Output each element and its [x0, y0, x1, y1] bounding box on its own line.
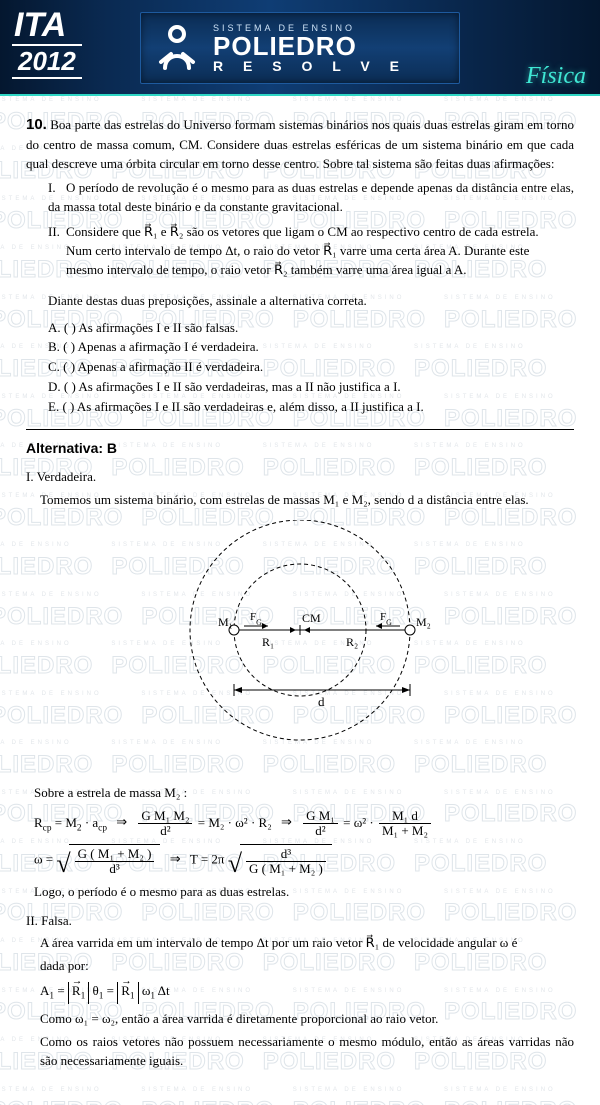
- sol-II-p3: Como os raios vetores não possuem necess…: [40, 1033, 574, 1071]
- svg-text:FG: FG: [250, 611, 262, 627]
- sol-II-head: II. Falsa.: [26, 912, 574, 931]
- sol-II-p1a: A área varrida em um intervalo de tempo …: [40, 934, 574, 953]
- eq-line-2: ω = √ G ( M₁ + M₂ )d³ ⇒ T = 2π √ d³G ( M…: [34, 844, 574, 877]
- statement-II-line3: mesmo intervalo de tempo, o raio vetor R…: [66, 261, 574, 280]
- svg-text:CM: CM: [302, 611, 321, 625]
- statement-II-line2: Num certo intervalo de tempo Δt, o raio …: [66, 242, 574, 261]
- alt-C: C. ( ) Apenas a afirmação II é verdadeir…: [48, 358, 574, 377]
- solution: I. Verdadeira. Tomemos um sistema binári…: [26, 468, 574, 1071]
- question-number: 10.: [26, 116, 47, 133]
- svg-text:d: d: [318, 694, 325, 709]
- brand-person-icon: [151, 22, 203, 74]
- divider: [26, 429, 574, 430]
- sol-I-head: I. Verdadeira.: [26, 468, 574, 487]
- header-banner: ITA 2012 SISTEMA DE ENSINO POLIEDRO R E …: [0, 0, 600, 96]
- answer-label: Alternativa: B: [26, 438, 574, 458]
- orbit-diagram: M₁ M₂ CM FG FG R₁ R₂ d: [26, 520, 574, 770]
- statement-II-line1: II.Considere que R⃗₁ e R⃗₂ são os vetore…: [48, 223, 574, 242]
- svg-text:FG: FG: [380, 611, 392, 627]
- sol-I-conc: Logo, o período é o mesmo para as duas e…: [34, 883, 574, 902]
- sol-I-p1: Tomemos um sistema binário, com estrelas…: [40, 491, 574, 510]
- brand-box: SISTEMA DE ENSINO POLIEDRO R E S O L V E: [140, 12, 460, 84]
- alt-E: E. ( ) As afirmações I e II são verdadei…: [48, 398, 574, 417]
- sol-II-p2: Como ω₁ = ω₂, então a área varrida é dir…: [40, 1010, 574, 1029]
- svg-text:R₁: R₁: [262, 635, 274, 649]
- alt-A: A. ( ) As afirmações I e II são falsas.: [48, 319, 574, 338]
- exam-code: ITA: [14, 6, 66, 45]
- svg-text:M₂: M₂: [416, 615, 431, 629]
- alt-B: B. ( ) Apenas a afirmação I é verdadeira…: [48, 338, 574, 357]
- alternatives: A. ( ) As afirmações I e II são falsas. …: [48, 319, 574, 417]
- brand-sub: R E S O L V E: [213, 59, 407, 73]
- page-body: SISTEMA DE ENSINOPOLIEDROSISTEMA DE ENSI…: [0, 96, 600, 1105]
- sol-II-p1b: dada por:: [40, 957, 574, 976]
- svg-text:R₂: R₂: [346, 635, 358, 649]
- subject-label: Física: [526, 63, 586, 90]
- question-prompt: Diante destas duas preposições, assinale…: [48, 292, 574, 311]
- alt-D: D. ( ) As afirmações I e II são verdadei…: [48, 378, 574, 397]
- sol-on-m2: Sobre a estrela de massa M₂ :: [34, 784, 574, 803]
- statement-I: I.O período de revolução é o mesmo para …: [48, 179, 574, 217]
- eq-line-1: Rcp = M2 · acp ⇒ G M₁ M₂d² = M₂ · ω² · R…: [34, 809, 574, 839]
- svg-text:M₁: M₁: [218, 615, 233, 629]
- brand-main: POLIEDRO: [213, 33, 407, 59]
- sol-II-eq: A1 = R1 θ1 = R1 ω1 Δt: [40, 982, 574, 1004]
- question-stem: 10. Boa parte das estrelas do Universo f…: [26, 114, 574, 173]
- exam-year: 2012: [12, 44, 82, 79]
